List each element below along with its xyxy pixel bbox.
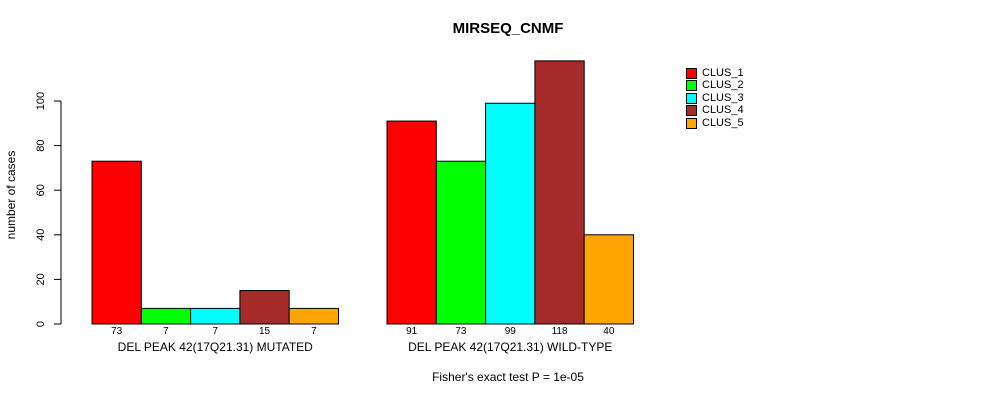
chart-title: MIRSEQ_CNMF — [452, 20, 564, 37]
bar-value-label-clus_4-wild-type: 118 — [552, 326, 568, 337]
y-axis-tick-label: 0 — [35, 321, 47, 327]
bar-value-label-clus_2-wild-type: 73 — [455, 326, 467, 337]
bar-clus_5-mutated — [288, 307, 340, 325]
legend-swatch-clus_3 — [686, 92, 697, 104]
group-label-wild-type: DEL PEAK 42(17Q21.31) WILD-TYPE — [408, 340, 612, 354]
bar-value-label-clus_3-wild-type: 99 — [505, 326, 517, 337]
legend-item-clus_3: CLUS_3 — [686, 92, 744, 105]
legend-label-clus_5: CLUS_5 — [702, 116, 744, 129]
y-axis-tick-label: 100 — [35, 92, 47, 110]
legend-swatch-clus_1 — [686, 67, 697, 79]
legend-swatch-clus_2 — [686, 80, 697, 92]
y-axis-tick-label: 20 — [35, 273, 47, 285]
legend-label-clus_1: CLUS_1 — [702, 66, 744, 79]
legend-item-clus_4: CLUS_4 — [686, 105, 744, 118]
legend-item-clus_1: CLUS_1 — [686, 67, 744, 80]
bar-clus_3-mutated — [190, 307, 241, 325]
bar-clus_5-wild-type — [583, 234, 635, 325]
legend-swatch-clus_5 — [686, 117, 697, 129]
legend-item-clus_2: CLUS_2 — [686, 80, 744, 93]
bar-clus_2-wild-type — [435, 160, 487, 325]
legend-swatch-clus_4 — [686, 105, 697, 117]
y-axis-tick-label: 40 — [35, 229, 47, 241]
fisher-test-footnote: Fisher's exact test P = 1e-05 — [432, 370, 584, 384]
bar-clus_1-mutated — [91, 160, 142, 325]
bar-clus_2-mutated — [140, 307, 192, 325]
bar-clus_3-wild-type — [485, 102, 536, 325]
legend-label-clus_4: CLUS_4 — [702, 104, 744, 117]
group-label-mutated: DEL PEAK 42(17Q21.31) MUTATED — [118, 340, 314, 354]
bar-value-label-clus_1-mutated: 73 — [111, 326, 123, 337]
legend-item-clus_5: CLUS_5 — [686, 117, 744, 130]
bar-value-label-clus_2-mutated: 7 — [163, 326, 169, 337]
bar-value-label-clus_1-wild-type: 91 — [406, 326, 418, 337]
bar-value-label-clus_3-mutated: 7 — [212, 326, 218, 337]
bar-clus_4-wild-type — [534, 60, 585, 325]
y-axis-tick-label: 80 — [35, 139, 47, 151]
bar-clus_4-mutated — [239, 290, 290, 325]
legend: CLUS_1 CLUS_2 CLUS_3 CLUS_4 CLUS_5 — [686, 67, 744, 130]
bar-value-label-clus_5-mutated: 7 — [311, 326, 317, 337]
y-axis-tick-label: 60 — [35, 184, 47, 196]
legend-label-clus_2: CLUS_2 — [702, 79, 744, 92]
bar-clus_1-wild-type — [386, 120, 437, 325]
legend-label-clus_3: CLUS_3 — [702, 91, 744, 104]
bar-value-label-clus_5-wild-type: 40 — [603, 326, 615, 337]
bar-value-label-clus_4-mutated: 15 — [259, 326, 271, 337]
